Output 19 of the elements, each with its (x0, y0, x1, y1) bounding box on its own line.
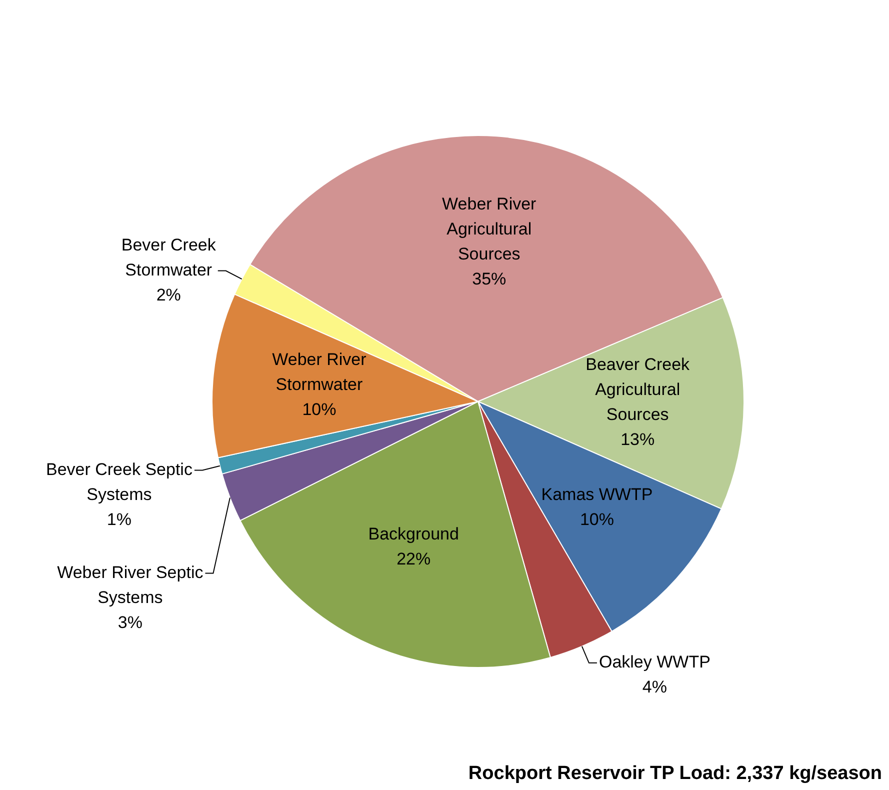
data-label: 35% (472, 269, 506, 288)
slice-label: Bever Creek Septic Systems (46, 460, 193, 504)
slice-label: Weber River Septic Systems (57, 562, 204, 607)
data-label: 3% (118, 612, 142, 632)
data-label: 4% (642, 678, 667, 697)
slice-label: Oakley WWTP (598, 652, 710, 672)
text: Rockport Reservoir TP Load: 2,337 kg/season (468, 763, 882, 784)
slice-label: Background (368, 524, 459, 544)
data-label: 1% (106, 510, 132, 529)
slice-label: Kamas WWTP (541, 485, 653, 504)
slice-label: Bever Creek Stormwater (121, 235, 216, 280)
data-label: 10% (302, 400, 336, 420)
slice-label: Beaver Creek Agricultural Sources (586, 354, 690, 424)
data-label: 13% (620, 430, 655, 449)
data-label: 10% (580, 510, 614, 530)
data-label: 2% (156, 285, 181, 304)
slice-label: Weber River Stormwater (272, 350, 367, 394)
slice-label: Weber River Agricultural Sources (442, 194, 537, 264)
data-label: 22% (396, 550, 431, 569)
